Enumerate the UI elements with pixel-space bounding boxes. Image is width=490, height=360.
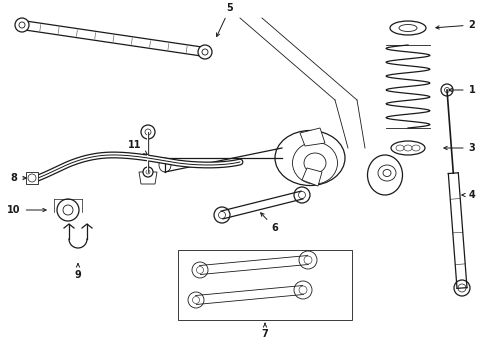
Text: 11: 11 <box>128 140 147 154</box>
Ellipse shape <box>390 21 426 35</box>
Text: 8: 8 <box>11 173 26 183</box>
Circle shape <box>294 281 312 299</box>
Circle shape <box>188 292 204 308</box>
Text: 5: 5 <box>217 3 233 36</box>
Polygon shape <box>22 21 206 57</box>
Text: 1: 1 <box>449 85 475 95</box>
Polygon shape <box>302 168 322 186</box>
Ellipse shape <box>383 170 391 176</box>
Ellipse shape <box>275 131 345 185</box>
Circle shape <box>15 18 29 32</box>
Text: 7: 7 <box>262 323 269 339</box>
Circle shape <box>454 280 470 296</box>
Bar <box>26 172 38 184</box>
Circle shape <box>57 199 79 221</box>
Ellipse shape <box>159 158 171 172</box>
Text: 2: 2 <box>436 20 475 30</box>
Ellipse shape <box>396 145 404 151</box>
Ellipse shape <box>293 142 338 184</box>
Ellipse shape <box>378 165 396 181</box>
Circle shape <box>141 125 155 139</box>
Circle shape <box>143 167 153 177</box>
Circle shape <box>63 205 73 215</box>
Text: 10: 10 <box>7 205 46 215</box>
Ellipse shape <box>368 155 402 195</box>
Ellipse shape <box>412 145 420 151</box>
Circle shape <box>192 262 208 278</box>
Text: 4: 4 <box>462 190 475 200</box>
Ellipse shape <box>391 141 425 155</box>
Text: 9: 9 <box>74 264 81 280</box>
Text: 6: 6 <box>261 213 278 233</box>
Circle shape <box>198 45 212 59</box>
Circle shape <box>214 207 230 223</box>
Circle shape <box>294 187 310 203</box>
Text: 3: 3 <box>444 143 475 153</box>
Ellipse shape <box>304 153 326 173</box>
Ellipse shape <box>404 145 412 151</box>
Polygon shape <box>139 172 157 184</box>
Polygon shape <box>300 128 325 146</box>
Circle shape <box>441 84 453 96</box>
Ellipse shape <box>399 24 417 32</box>
Bar <box>178 250 352 320</box>
Circle shape <box>299 251 317 269</box>
